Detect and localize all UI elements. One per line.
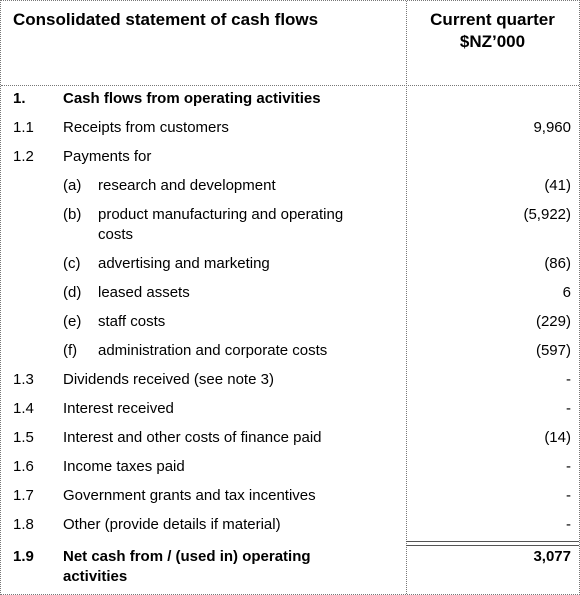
- row-label: administration and corporate costs: [98, 342, 328, 359]
- row-label: Receipts from customers: [63, 119, 229, 136]
- row-label: Interest received: [63, 400, 174, 417]
- row-number: 1.5: [13, 429, 34, 446]
- row-value: 6: [562, 284, 571, 301]
- sub-letter: (e): [63, 313, 82, 330]
- row-label: Payments for: [63, 148, 152, 165]
- column-rule: [406, 1, 407, 594]
- sub-letter: (a): [63, 177, 82, 194]
- row-value: (41): [544, 177, 571, 194]
- row-label: Interest and other costs of finance paid: [63, 429, 322, 446]
- table-title: Consolidated statement of cash flows: [13, 10, 319, 29]
- total-rule: [406, 541, 579, 546]
- row-number: 1.2: [13, 148, 34, 165]
- row-value: -: [566, 371, 571, 388]
- row-number: 1.9: [13, 548, 34, 565]
- row-label: Government grants and tax incentives: [63, 487, 316, 504]
- row-label: Income taxes paid: [63, 458, 185, 475]
- row-number: 1.6: [13, 458, 34, 475]
- row-value: 3,077: [533, 548, 571, 565]
- row-label: Dividends received (see note 3): [63, 371, 274, 388]
- row-label: Net cash from / (used in) operating acti…: [63, 548, 311, 585]
- row-value: (86): [544, 255, 571, 272]
- row-value: -: [566, 487, 571, 504]
- row-label: research and development: [98, 177, 276, 194]
- row-number: 1.4: [13, 400, 34, 417]
- header-rule: [1, 85, 579, 86]
- row-value: -: [566, 458, 571, 475]
- column-title: Current quarter: [430, 10, 555, 29]
- row-label: staff costs: [98, 313, 166, 330]
- row-value: (5,922): [523, 206, 571, 223]
- sub-letter: (c): [63, 255, 81, 272]
- row-number: 1.8: [13, 516, 34, 533]
- column-unit: $NZ’000: [459, 32, 526, 51]
- row-label: advertising and marketing: [98, 255, 270, 272]
- row-value: -: [566, 400, 571, 417]
- row-value: -: [566, 516, 571, 533]
- row-label: leased assets: [98, 284, 190, 301]
- row-label: Other (provide details if material): [63, 516, 281, 533]
- row-number: 1.7: [13, 487, 34, 504]
- sub-letter: (d): [63, 284, 82, 301]
- row-number: 1.1: [13, 119, 34, 136]
- row-value: (14): [544, 429, 571, 446]
- row-value: (229): [535, 313, 571, 330]
- row-value: (597): [535, 342, 571, 359]
- row-number: 1.: [13, 90, 26, 107]
- row-label: Cash flows from operating activities: [63, 90, 321, 107]
- row-value: 9,960: [533, 119, 571, 136]
- row-label: product manufacturing and operating cost…: [98, 206, 344, 243]
- sub-letter: (f): [63, 342, 78, 359]
- sub-letter: (b): [63, 206, 82, 223]
- row-number: 1.3: [13, 371, 34, 388]
